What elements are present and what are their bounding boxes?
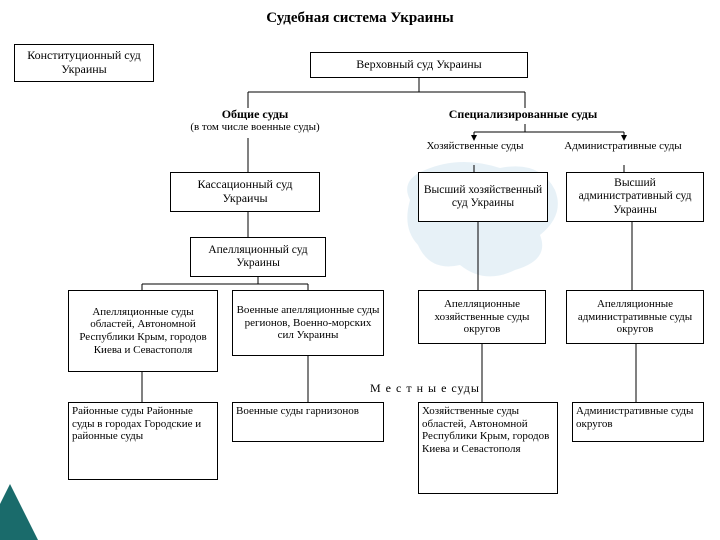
corner-triangle-decoration xyxy=(0,484,38,540)
node-high-economic: Высший хозяйственный суд Украины xyxy=(418,172,548,222)
node-local-administrative: Административные суды округов xyxy=(572,402,704,442)
node-appeal-economic: Апелляционные хозяйственные суды округов xyxy=(418,290,546,344)
node-constitutional: Конституционный суд Украины xyxy=(14,44,154,82)
node-local-military: Военные суды гарнизонов xyxy=(232,402,384,442)
node-high-administrative: Высший административный суд Украины xyxy=(566,172,704,222)
diagram-title: Судебная система Украины xyxy=(0,10,720,27)
label-general-courts: Общие суды (в том числе военные суды) xyxy=(160,108,350,133)
node-appeal: Апелляционный суд Украины xyxy=(190,237,326,277)
node-local-economic: Хозяйственные суды областей, Автономной … xyxy=(418,402,558,494)
node-appeal-military: Военные апелляционные суды регионов, Вое… xyxy=(232,290,384,356)
label-specialized-courts: Специализированные суды xyxy=(418,108,628,121)
label-administrative-courts: Административные суды xyxy=(558,140,688,152)
node-appeal-oblast: Апелляционные суды областей, Автономной … xyxy=(68,290,218,372)
node-cassation: Кассационный суд Украичы xyxy=(170,172,320,212)
node-supreme: Верховный суд Украины xyxy=(310,52,528,78)
node-local-district: Районные суды Районные суды в городах Го… xyxy=(68,402,218,480)
node-appeal-administrative: Апелляционные административные суды окру… xyxy=(566,290,704,344)
label-economic-courts: Хозяйственные суды xyxy=(420,140,530,152)
label-local-courts: М е с т н ы е суды xyxy=(300,382,550,395)
